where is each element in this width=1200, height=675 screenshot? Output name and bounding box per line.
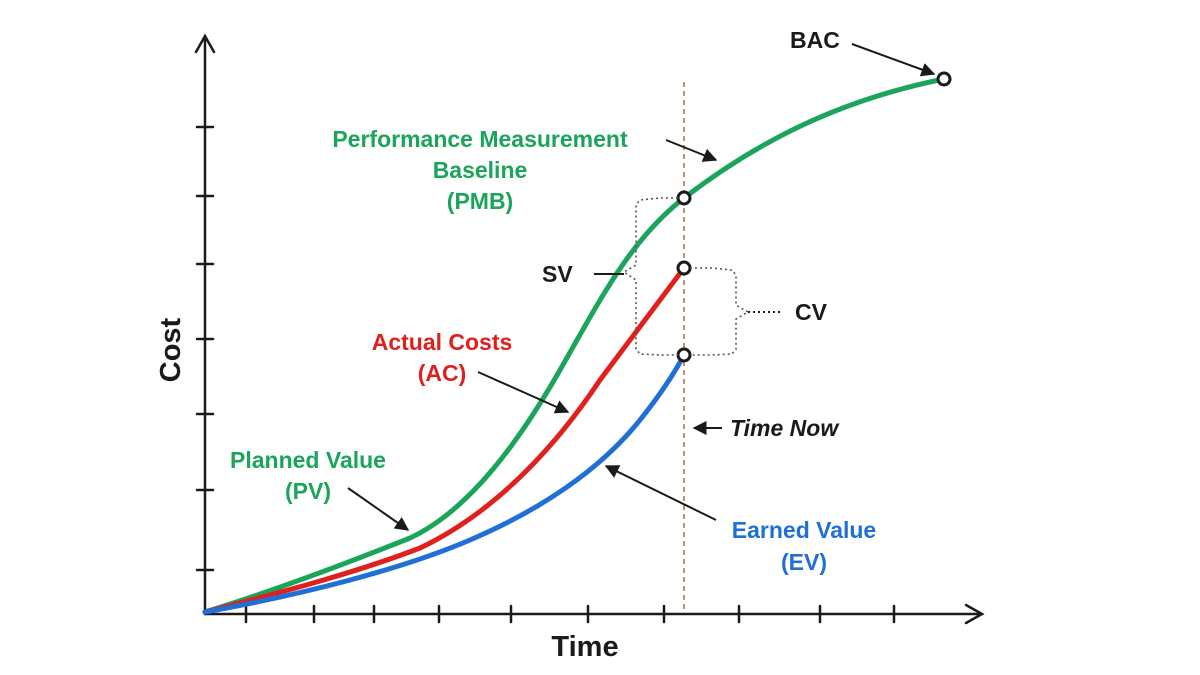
y-axis-ticks [195,125,215,572]
bac-point [936,71,952,87]
ac-arrow [477,371,570,414]
pv-arrow [347,487,410,531]
pmb-arrow [665,139,718,162]
ev-label-line1: Earned Value [732,517,876,543]
variance-brackets [622,197,750,356]
ac-now-point [676,260,692,276]
pv-label-line1: Planned Value [230,447,386,473]
y-axis-arrowhead [194,33,216,54]
cv-bracket [690,267,750,356]
time-now-label: Time Now [730,415,840,441]
pmb-label-line1: Performance Measurement [332,126,628,152]
x-axis-ticks [244,604,896,624]
ev-label-line2: (EV) [781,549,827,575]
bac-arrow [851,43,936,77]
ac-label-line1: Actual Costs [372,329,513,355]
pv-now-point [676,190,692,206]
axes [194,33,985,625]
pmb-label-line3: (PMB) [447,188,513,214]
bac-label: BAC [790,27,840,53]
ev-arrow [604,465,717,521]
pv-label-line2: (PV) [285,478,331,504]
x-axis-title: Time [551,631,618,663]
sv-bracket [622,197,678,356]
leader-arrows [347,43,936,531]
sv-label: SV [542,261,573,287]
ev-curve [202,352,687,615]
ev-now-point [676,347,692,363]
x-axis-arrowhead [964,603,985,625]
pmb-curve [202,76,947,615]
pmb-label-line2: Baseline [433,157,528,183]
ac-curve [202,265,687,615]
ac-label-line2: (AC) [418,360,467,386]
y-axis-title: Cost [155,317,187,382]
cv-label: CV [795,299,828,325]
